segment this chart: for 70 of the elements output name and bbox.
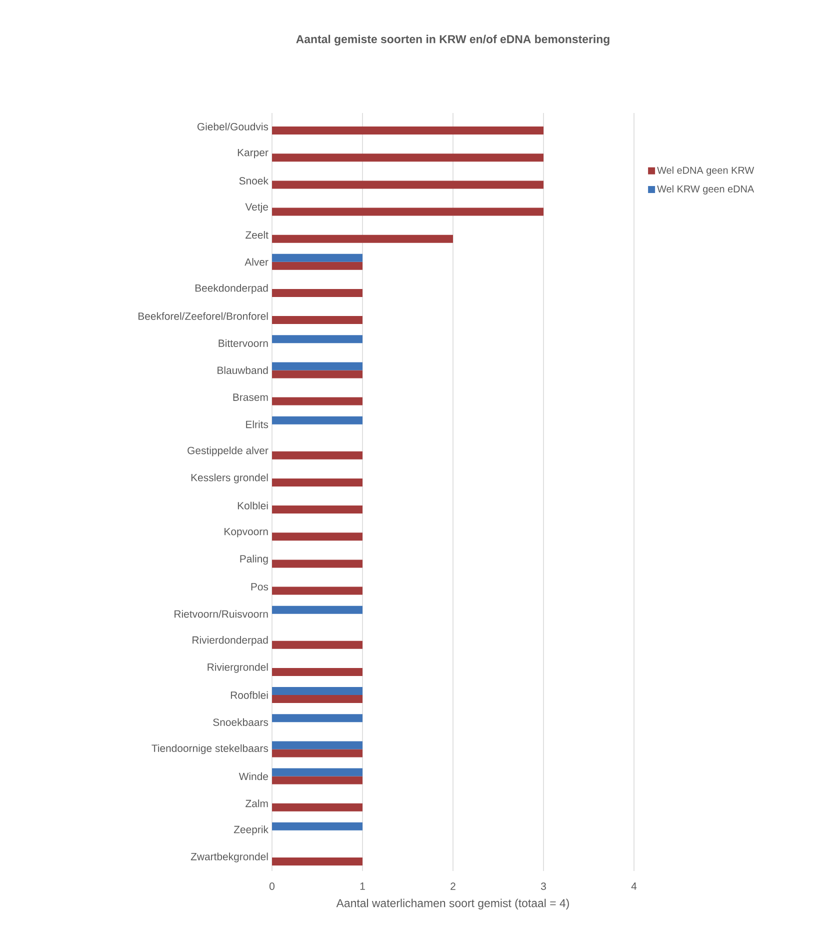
chart-title: Aantal gemiste soorten in KRW en/of eDNA bemonstering [296, 34, 610, 46]
y-tick-label: Blauwband [218, 366, 268, 374]
x-axis-title: Aantal waterlichamen soort gemist (totaal = 4) [336, 898, 569, 910]
y-tick-label: Karper [238, 148, 268, 158]
y-tick-label: Kolblei [238, 502, 268, 510]
y-tick-label: Alver [244, 258, 268, 266]
bar [272, 532, 362, 541]
bar [272, 335, 362, 344]
bar [272, 288, 362, 297]
bar [272, 154, 544, 162]
y-tick-label: Zalm [246, 800, 268, 808]
y-tick-label: Giebel/Goudvis [197, 122, 268, 130]
bar [272, 506, 362, 514]
y-tick-label: Roofblei [230, 691, 268, 699]
bar [272, 822, 362, 830]
bar [272, 857, 362, 866]
bar [272, 180, 544, 189]
y-tick-label: Riviergrondel [208, 663, 268, 673]
y-tick-label: Winde [238, 772, 268, 780]
x-tick-label: 1 [360, 882, 365, 890]
y-tick-label: Rietvoorn/Ruisvoorn [174, 610, 268, 618]
bar [272, 234, 453, 243]
bar [272, 126, 544, 135]
y-tick-label: Zeeprik [234, 826, 268, 836]
bar [272, 640, 362, 649]
bar [272, 687, 362, 696]
y-tick-label: Zeelt [246, 231, 268, 239]
y-tick-label: Snoekbaars [213, 718, 268, 726]
bar [272, 370, 362, 378]
bar [272, 803, 362, 812]
y-tick-label: Rivierdonderpad [192, 636, 268, 646]
bar [272, 560, 362, 568]
bar [272, 262, 362, 270]
bar [272, 316, 362, 324]
bar [272, 397, 362, 406]
x-tick-label: 3 [540, 882, 546, 890]
y-tick-label: Tiendoornige stekelbaars [152, 744, 268, 754]
bar [272, 451, 362, 460]
y-tick-label: Pos [251, 583, 268, 590]
y-tick-label: Zwartbekgrondel [190, 852, 268, 862]
y-tick-label: Snoek [239, 176, 268, 185]
y-tick-label: Gestippelde alver [188, 446, 268, 456]
y-tick-label: Vetje [245, 202, 268, 213]
bar [272, 749, 362, 758]
bar [272, 362, 362, 370]
bar [272, 208, 544, 216]
bar [272, 695, 362, 704]
bar [272, 668, 362, 676]
bar [272, 714, 362, 722]
bar [272, 254, 362, 262]
bar [272, 416, 362, 424]
bar [272, 478, 362, 486]
bar [272, 586, 362, 595]
y-tick-label: Paling [240, 554, 268, 565]
bar [272, 768, 362, 776]
x-tick-label: 0 [270, 882, 274, 890]
y-tick-label: Kopvoorn [224, 528, 268, 538]
y-tick-label: Beekdonderpad [195, 284, 268, 294]
x-tick-label: 4 [631, 882, 637, 890]
x-tick-label: 2 [450, 882, 456, 890]
y-tick-label: Beekforel/Zeeforel/Bronforel [138, 312, 268, 320]
y-tick-label: Brasem [233, 394, 268, 401]
legend-label: Wel eDNA geen KRW [657, 166, 754, 176]
legend-label: Wel KRW geen eDNA [657, 185, 754, 194]
y-tick-label: Bittervoorn [218, 339, 268, 347]
bar [272, 741, 362, 750]
bar [272, 776, 362, 784]
y-tick-label: Elrits [246, 420, 268, 428]
y-tick-label: Kesslers grondel [191, 474, 268, 484]
bar [272, 606, 362, 614]
